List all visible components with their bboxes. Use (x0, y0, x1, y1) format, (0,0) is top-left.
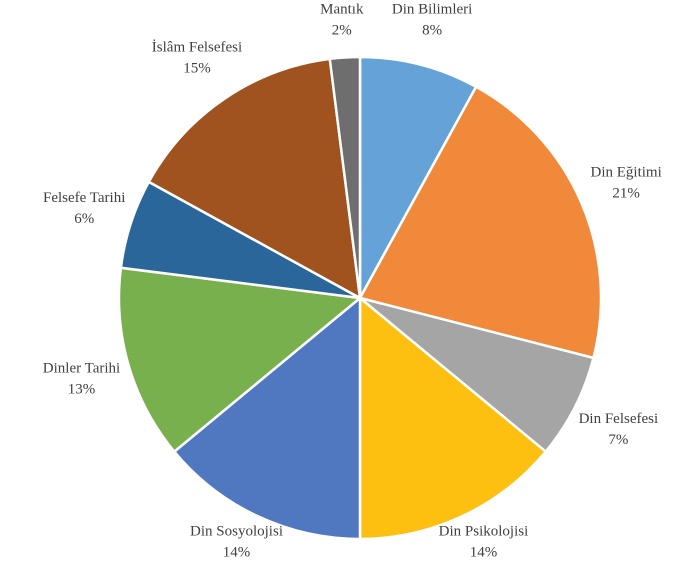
pie-slice (359, 296, 595, 454)
pie-slice (147, 57, 362, 301)
slice-label: Dinler Tarihi (43, 360, 120, 376)
pie-slice (328, 55, 362, 299)
pie-slice (358, 55, 478, 299)
pie-slice (358, 85, 603, 360)
pie-slice (117, 266, 364, 454)
slice-label: İslâm Felsefesi (152, 40, 242, 56)
slice-label: Din Psikolojisi (439, 523, 529, 539)
slice-value: 21% (612, 185, 640, 201)
slice-value: 2% (332, 22, 352, 38)
slice-value: 14% (470, 544, 498, 560)
slice-label: Din Bilimleri (392, 1, 472, 17)
slice-value: 8% (422, 22, 442, 38)
slice-label: Felsefe Tarihi (43, 190, 125, 206)
slice-value: 6% (74, 211, 94, 227)
slice-label: Mantık (320, 1, 364, 17)
slice-value: 13% (68, 381, 96, 397)
slice-label: Din Eğitimi (591, 164, 662, 180)
pie-slice (358, 295, 548, 541)
slice-value: 7% (608, 432, 628, 448)
slice-value: 14% (223, 544, 251, 560)
slice-label: Din Felsefesi (579, 411, 659, 427)
slice-value: 15% (183, 61, 211, 77)
pie-slice (172, 295, 362, 541)
slice-label: Din Sosyolojisi (190, 523, 283, 539)
